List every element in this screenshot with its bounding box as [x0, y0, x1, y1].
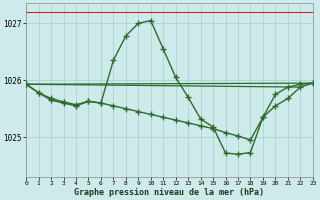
- X-axis label: Graphe pression niveau de la mer (hPa): Graphe pression niveau de la mer (hPa): [75, 188, 264, 197]
